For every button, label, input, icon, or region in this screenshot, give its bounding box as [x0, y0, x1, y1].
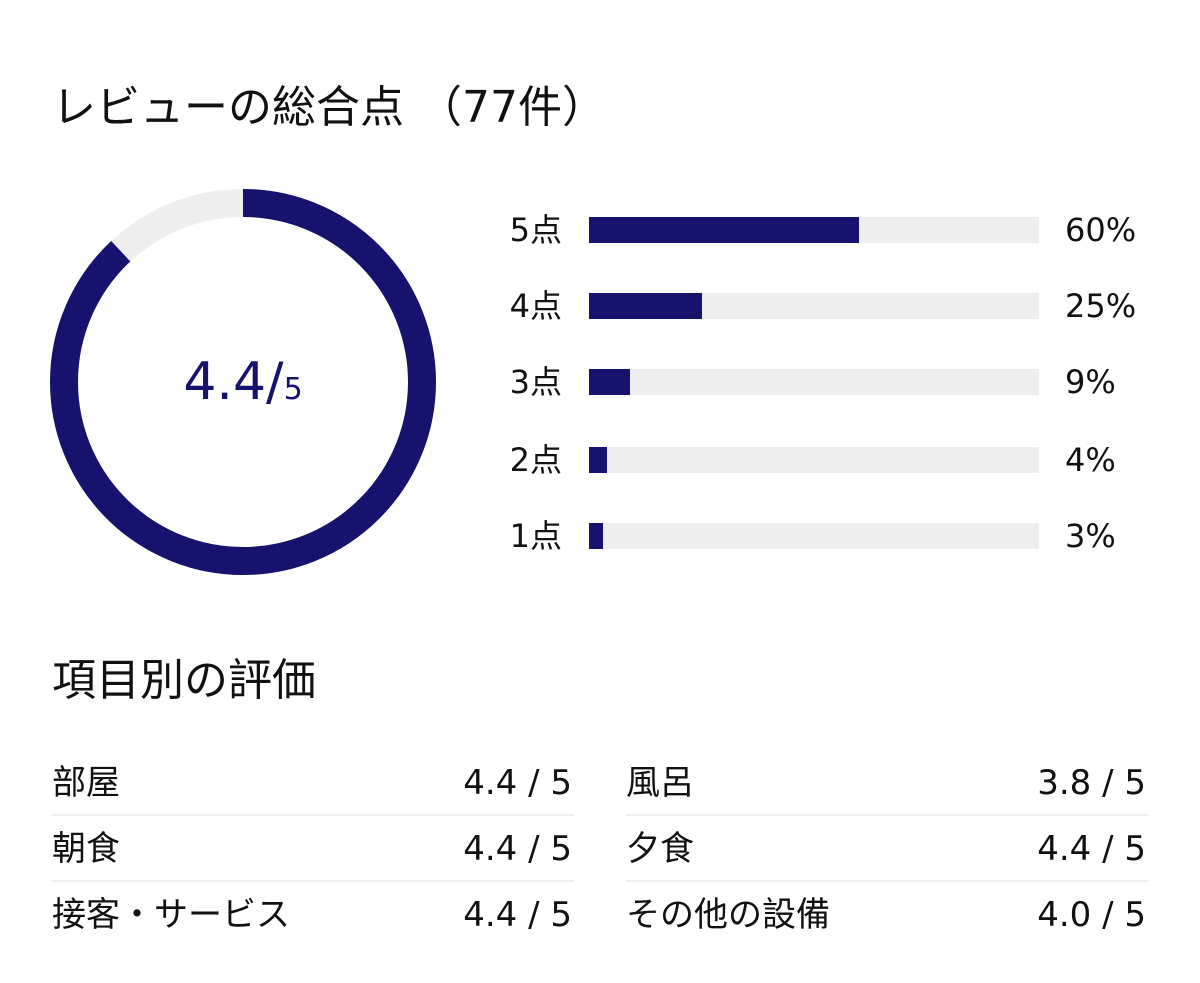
rating-row-4: 4点 25%	[480, 286, 1180, 326]
category-item-dinner: 夕食 4.4 / 5	[626, 816, 1148, 882]
rating-bar-track	[589, 447, 1039, 473]
rating-percent: 3%	[1065, 517, 1116, 555]
rating-bar-track	[589, 369, 1039, 395]
category-name: 朝食	[52, 829, 120, 869]
ring-graphic	[50, 189, 436, 575]
category-name: 部屋	[52, 763, 120, 803]
category-name: その他の設備	[626, 895, 830, 935]
rating-percent: 9%	[1065, 363, 1116, 401]
rating-percent: 60%	[1065, 211, 1137, 249]
category-item-facilities: その他の設備 4.0 / 5	[626, 882, 1148, 948]
overall-score: 4.4/5	[50, 189, 436, 575]
rating-percent: 25%	[1065, 287, 1137, 325]
rating-row-2: 2点 4%	[480, 440, 1180, 480]
category-score: 4.0 / 5	[1037, 895, 1146, 935]
divider	[52, 880, 574, 882]
divider	[626, 880, 1148, 882]
category-score: 4.4 / 5	[463, 829, 572, 869]
rating-label: 2点	[509, 441, 562, 479]
rating-bar-track	[589, 523, 1039, 549]
overall-score-value: 4.4/	[183, 352, 284, 412]
rating-label: 1点	[509, 517, 562, 555]
category-name: 夕食	[626, 829, 694, 869]
rating-row-1: 1点 3%	[480, 516, 1180, 556]
review-count: （77件）	[418, 82, 606, 133]
rating-bar-track	[589, 217, 1039, 243]
rating-label: 4点	[509, 287, 562, 325]
category-score: 3.8 / 5	[1037, 763, 1146, 803]
category-item-service: 接客・サービス 4.4 / 5	[52, 882, 574, 948]
category-item-breakfast: 朝食 4.4 / 5	[52, 816, 574, 882]
category-item-room: 部屋 4.4 / 5	[52, 750, 574, 816]
rating-bar-fill	[589, 369, 630, 395]
category-name: 接客・サービス	[52, 895, 290, 935]
rating-bar-track	[589, 293, 1039, 319]
category-score: 4.4 / 5	[463, 763, 572, 803]
category-item-bath: 風呂 3.8 / 5	[626, 750, 1148, 816]
overall-score-ring: 4.4/5	[50, 189, 436, 575]
rating-bar-fill	[589, 523, 603, 549]
rating-label: 3点	[509, 363, 562, 401]
overall-score-max: 5	[283, 372, 303, 407]
title-text: レビューの総合点	[52, 82, 404, 133]
rating-bar-fill	[589, 217, 859, 243]
rating-row-3: 3点 9%	[480, 362, 1180, 402]
divider	[626, 814, 1148, 816]
rating-percent: 4%	[1065, 441, 1116, 479]
rating-label: 5点	[509, 211, 562, 249]
category-name: 風呂	[626, 763, 694, 803]
rating-bar-fill	[589, 293, 702, 319]
category-ratings-title: 項目別の評価	[52, 655, 316, 706]
review-summary-title: レビューの総合点 （77件）	[52, 82, 606, 134]
rating-bar-fill	[589, 447, 607, 473]
rating-row-5: 5点 60%	[480, 210, 1180, 250]
category-score: 4.4 / 5	[1037, 829, 1146, 869]
ring-progress	[50, 189, 436, 575]
divider	[52, 814, 574, 816]
category-score: 4.4 / 5	[463, 895, 572, 935]
